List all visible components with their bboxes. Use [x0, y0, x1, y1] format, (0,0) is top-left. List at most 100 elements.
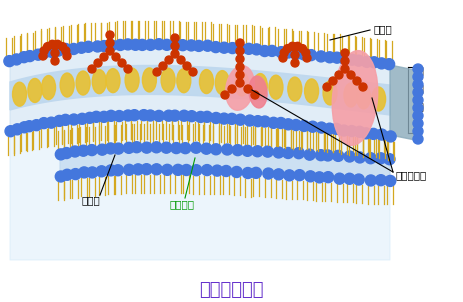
Circle shape [242, 145, 253, 156]
Ellipse shape [323, 81, 337, 105]
Circle shape [369, 57, 380, 68]
Ellipse shape [13, 82, 26, 106]
Circle shape [54, 115, 65, 127]
Polygon shape [10, 46, 390, 135]
Circle shape [359, 83, 367, 91]
Circle shape [242, 168, 253, 178]
Circle shape [291, 59, 299, 67]
Circle shape [170, 39, 181, 50]
Circle shape [288, 42, 296, 50]
Circle shape [123, 142, 134, 153]
Circle shape [171, 50, 179, 58]
Circle shape [179, 110, 189, 121]
Circle shape [153, 68, 161, 76]
Polygon shape [10, 114, 390, 260]
Circle shape [316, 122, 327, 133]
Circle shape [55, 171, 66, 182]
Circle shape [413, 111, 423, 121]
Ellipse shape [357, 85, 370, 109]
Circle shape [106, 39, 114, 47]
Circle shape [368, 128, 379, 140]
Circle shape [250, 167, 262, 178]
Circle shape [227, 43, 238, 53]
Circle shape [221, 91, 229, 99]
Circle shape [385, 131, 396, 142]
Circle shape [280, 49, 288, 57]
Circle shape [46, 117, 57, 128]
Text: 双分: 双分 [413, 85, 424, 95]
Circle shape [267, 45, 277, 56]
Circle shape [293, 148, 304, 159]
Circle shape [124, 164, 135, 175]
Ellipse shape [344, 83, 358, 107]
Circle shape [12, 124, 23, 135]
Ellipse shape [235, 72, 249, 96]
Ellipse shape [332, 51, 378, 145]
Polygon shape [390, 65, 415, 140]
Circle shape [19, 52, 30, 63]
Circle shape [413, 72, 423, 82]
Circle shape [299, 45, 307, 53]
Circle shape [40, 47, 48, 55]
Circle shape [38, 117, 50, 129]
Circle shape [347, 71, 355, 79]
Circle shape [60, 114, 71, 125]
Circle shape [91, 111, 102, 122]
Circle shape [60, 43, 71, 55]
Circle shape [162, 39, 172, 50]
Circle shape [46, 47, 57, 57]
Circle shape [329, 77, 337, 85]
Circle shape [236, 39, 244, 47]
Circle shape [153, 111, 164, 121]
Circle shape [211, 112, 222, 124]
Circle shape [236, 55, 244, 63]
Circle shape [51, 49, 59, 57]
Ellipse shape [269, 75, 283, 99]
Circle shape [177, 40, 188, 51]
Circle shape [106, 110, 117, 121]
Circle shape [306, 50, 317, 61]
Circle shape [236, 63, 244, 71]
Circle shape [244, 85, 252, 93]
Circle shape [282, 147, 294, 159]
Ellipse shape [249, 76, 267, 108]
Circle shape [186, 111, 197, 122]
Circle shape [123, 110, 133, 121]
Circle shape [365, 175, 376, 186]
Text: 糖蛋白: 糖蛋白 [373, 24, 392, 34]
Circle shape [304, 149, 315, 160]
Circle shape [291, 43, 299, 51]
Polygon shape [60, 149, 390, 180]
Circle shape [294, 170, 305, 181]
Circle shape [76, 42, 87, 53]
Circle shape [219, 113, 230, 124]
Circle shape [78, 145, 89, 156]
Circle shape [129, 110, 140, 121]
Circle shape [346, 126, 357, 137]
Circle shape [323, 172, 334, 183]
Circle shape [201, 165, 213, 175]
Circle shape [236, 47, 244, 55]
Circle shape [299, 120, 310, 131]
Circle shape [183, 62, 191, 70]
Circle shape [24, 121, 35, 132]
Circle shape [11, 54, 22, 65]
Circle shape [201, 111, 213, 122]
Circle shape [79, 167, 90, 178]
Circle shape [106, 165, 116, 176]
Circle shape [201, 143, 212, 154]
Circle shape [58, 43, 67, 51]
Circle shape [251, 44, 262, 55]
Circle shape [413, 126, 423, 136]
Circle shape [226, 113, 238, 124]
Circle shape [159, 62, 167, 70]
Circle shape [251, 91, 259, 99]
Circle shape [262, 146, 273, 157]
Circle shape [334, 173, 345, 184]
Circle shape [92, 41, 103, 52]
Circle shape [77, 113, 88, 124]
Circle shape [353, 55, 364, 66]
Circle shape [105, 143, 116, 154]
Circle shape [163, 110, 174, 121]
Circle shape [322, 150, 333, 161]
